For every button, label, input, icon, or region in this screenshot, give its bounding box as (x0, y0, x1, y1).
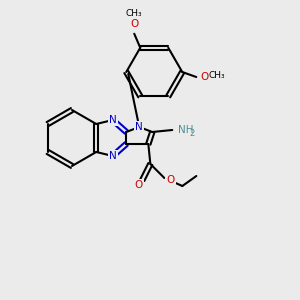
Text: O: O (134, 180, 142, 190)
Text: CH₃: CH₃ (126, 9, 142, 18)
Text: O: O (166, 175, 175, 185)
Text: N: N (135, 122, 143, 132)
Text: CH₃: CH₃ (208, 70, 225, 80)
Text: NH: NH (178, 125, 194, 135)
Text: O: O (200, 72, 208, 82)
Text: N: N (109, 151, 117, 161)
Text: O: O (130, 19, 138, 29)
Text: 2: 2 (189, 130, 194, 139)
Text: N: N (109, 115, 117, 125)
